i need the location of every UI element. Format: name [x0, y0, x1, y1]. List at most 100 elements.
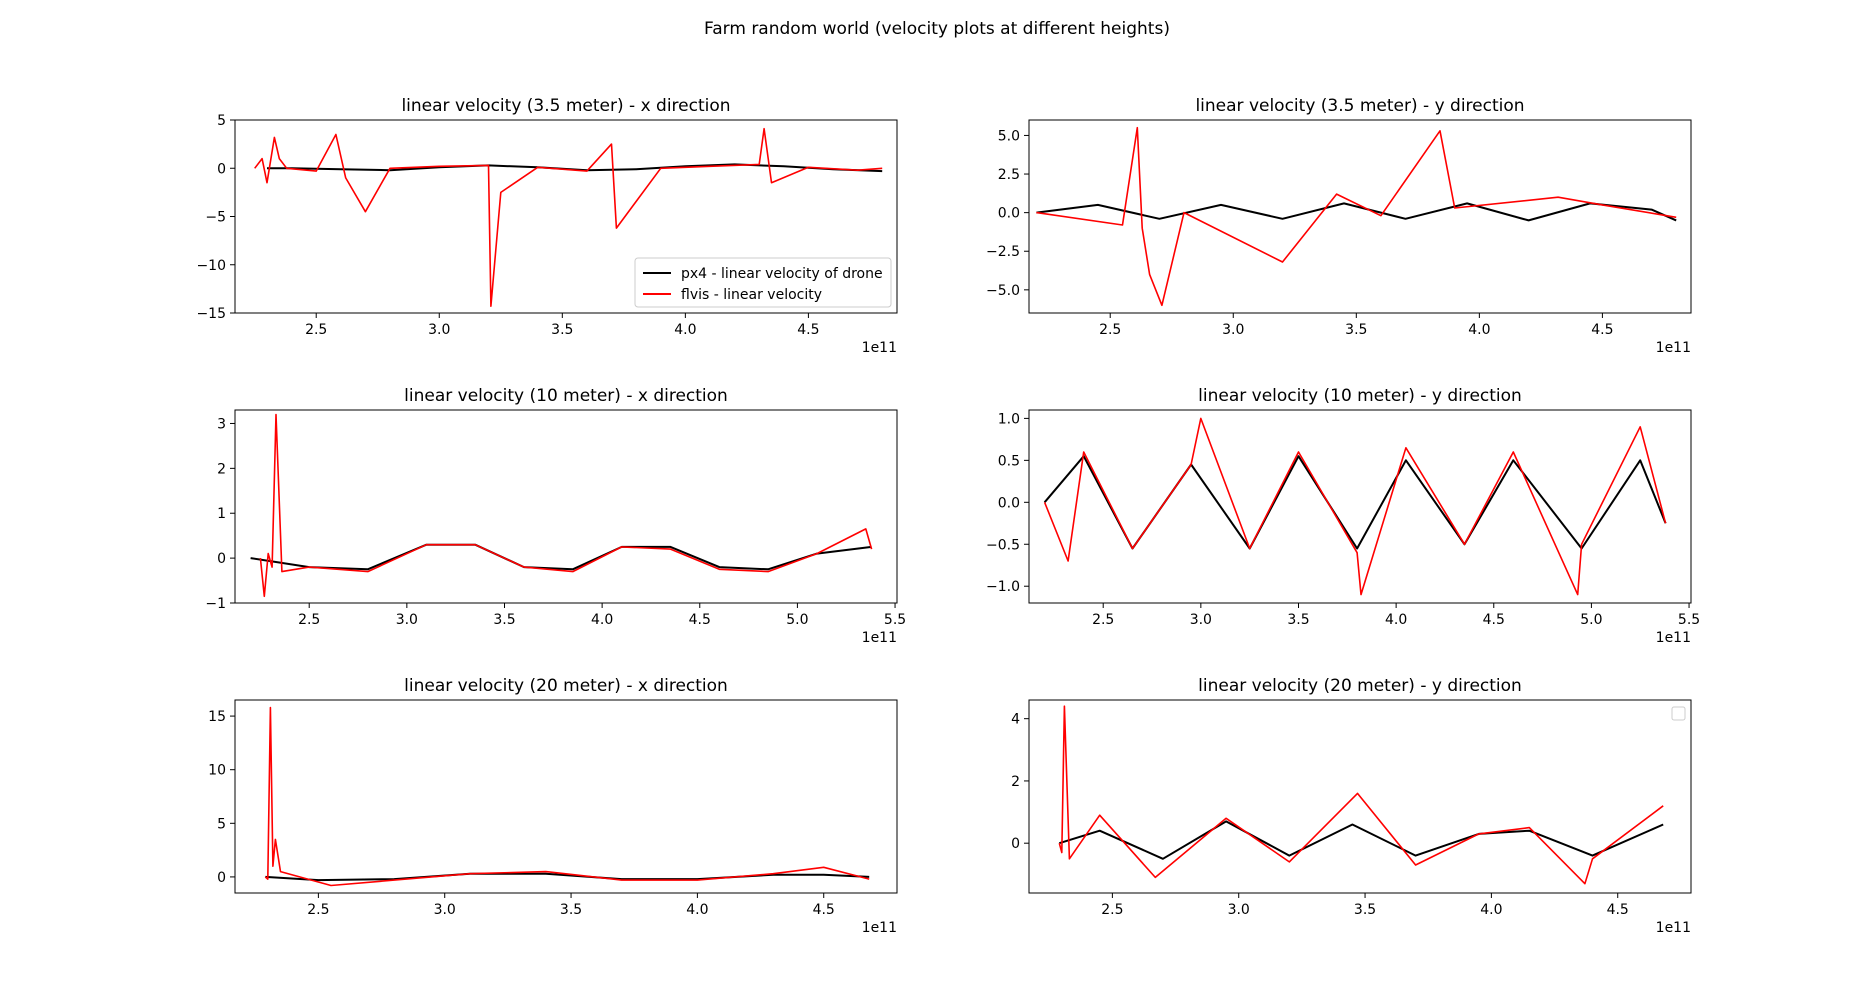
x-tick-label: 4.5: [1483, 612, 1505, 628]
plot-area: [1029, 120, 1691, 313]
series-line-flvis: [254, 127, 883, 308]
subplot-2: 2.5 3.0 3.5 4.0 4.5 −5.0 −2.5 0.0 2.5 5.0 1e11 line…: [986, 96, 1692, 356]
x-tick-label: 2.5: [307, 902, 329, 918]
axes-frame: [234, 409, 898, 604]
axes-frame: [234, 699, 898, 894]
y-tick-label: 1: [217, 506, 226, 522]
axes-frame: [1028, 119, 1692, 314]
x-tick-label: 5.5: [884, 612, 906, 628]
y-tick-label: 2.5: [998, 167, 1020, 183]
legend-label: px4 - linear velocity of drone: [681, 266, 883, 282]
series-line-flvis: [264, 706, 870, 887]
x-tick-label: 2.5: [1099, 322, 1121, 338]
series-line-px4: [250, 543, 872, 571]
y-tick-label: 0: [217, 161, 226, 177]
y-tick-label: 2: [217, 461, 226, 477]
x-tick-label: 3.0: [1228, 902, 1250, 918]
x-tick-label: 2.5: [1101, 902, 1123, 918]
x-tick-label: 3.5: [1287, 612, 1309, 628]
subplot-title: linear velocity (20 meter) - x direction: [404, 676, 728, 696]
y-tick-label: 10: [208, 763, 226, 779]
x-offset-text: 1e11: [1656, 630, 1691, 646]
y-tick-label: −10: [196, 258, 226, 274]
x-tick-label: 4.5: [813, 902, 835, 918]
x-tick-label: 3.0: [1222, 322, 1244, 338]
x-tick-label: 4.5: [1591, 322, 1613, 338]
y-tick-label: 5: [217, 816, 226, 832]
y-tick-label: −1: [205, 596, 226, 612]
y-tick-label: 1.0: [998, 411, 1020, 427]
x-tick-label: 2.5: [298, 612, 320, 628]
subplot-5: 2.5 3.0 3.5 4.0 4.5 0 5 10 15 1e11 linear velocity…: [208, 676, 898, 936]
y-tick-label: 0: [1011, 836, 1020, 852]
y-tick-label: 5: [217, 113, 226, 129]
subplot-title: linear velocity (3.5 meter) - y directio…: [1195, 96, 1524, 116]
y-tick-label: −15: [196, 306, 226, 322]
plot-area: [1029, 410, 1691, 603]
x-offset-text: 1e11: [862, 630, 897, 646]
series-line-flvis: [1036, 126, 1677, 307]
y-tick-label: 0: [217, 551, 226, 567]
x-tick-label: 5.0: [1580, 612, 1602, 628]
series-line-flvis: [1058, 705, 1664, 885]
x-tick-label: 3.5: [560, 902, 582, 918]
x-tick-label: 3.0: [1190, 612, 1212, 628]
y-tick-label: −5: [205, 210, 226, 226]
y-tick-label: 0.0: [998, 206, 1020, 222]
x-tick-label: 5.0: [786, 612, 808, 628]
x-tick-label: 3.5: [1354, 902, 1376, 918]
y-tick-label: −2.5: [986, 244, 1020, 260]
axes-frame: [1028, 699, 1692, 894]
subplot-title: linear velocity (10 meter) - y direction: [1198, 386, 1522, 406]
y-tick-label: 4: [1011, 712, 1020, 728]
legend: px4 - linear velocity of drone flvis - li…: [634, 257, 892, 308]
x-tick-label: 4.0: [1480, 902, 1502, 918]
x-offset-text: 1e11: [1656, 920, 1691, 936]
y-tick-label: 0.5: [998, 453, 1020, 469]
series-line-flvis: [1043, 417, 1667, 596]
x-tick-label: 3.5: [493, 612, 515, 628]
x-tick-label: 3.0: [428, 322, 450, 338]
x-tick-label: 4.5: [797, 322, 819, 338]
y-tick-label: −1.0: [986, 579, 1020, 595]
plot-area: [235, 410, 897, 603]
x-tick-label: 4.5: [689, 612, 711, 628]
series-line-flvis: [259, 413, 873, 598]
subplot-title: linear velocity (20 meter) - y direction: [1198, 676, 1522, 696]
x-tick-label: 4.0: [1468, 322, 1490, 338]
x-tick-label: 4.0: [591, 612, 613, 628]
figure-suptitle: Farm random world (velocity plots at dif…: [704, 19, 1170, 39]
x-tick-label: 3.5: [1345, 322, 1367, 338]
subplot-3: 2.5 3.0 3.5 4.0 4.5 5.0 5.5 −1 0 1 2 3 1e11 linear ve…: [205, 386, 906, 646]
x-offset-text: 1e11: [862, 340, 897, 356]
subplot-1: 2.5 3.0 3.5 4.0 4.5 −15 −10 −5 0 5 1e11 linear velo…: [196, 96, 898, 356]
x-tick-label: 4.5: [1607, 902, 1629, 918]
x-tick-label: 3.5: [551, 322, 573, 338]
axes-frame: [1028, 409, 1692, 604]
x-tick-label: 4.0: [1385, 612, 1407, 628]
y-tick-label: −0.5: [986, 537, 1020, 553]
x-tick-label: 4.0: [674, 322, 696, 338]
y-tick-label: 2: [1011, 774, 1020, 790]
legend-box: [634, 257, 892, 308]
x-tick-label: 2.5: [305, 322, 327, 338]
x-tick-label: 3.0: [434, 902, 456, 918]
subplot-title: linear velocity (3.5 meter) - x directio…: [401, 96, 730, 116]
x-tick-label: 3.0: [396, 612, 418, 628]
y-tick-label: 5.0: [998, 128, 1020, 144]
y-tick-label: 0: [217, 870, 226, 886]
x-tick-label: 5.5: [1678, 612, 1700, 628]
x-offset-text: 1e11: [1656, 340, 1691, 356]
x-tick-label: 2.5: [1092, 612, 1114, 628]
subplot-6: 2.5 3.0 3.5 4.0 4.5 0 2 4 1e11 linear velocity (2…: [1011, 676, 1692, 936]
y-tick-label: 15: [208, 709, 226, 725]
empty-legend-box: [1671, 706, 1686, 721]
subplot-4: 2.5 3.0 3.5 4.0 4.5 5.0 5.5 −1.0 −0.5 0.0 0.5 1.0 1e…: [986, 386, 1700, 646]
x-tick-label: 4.0: [686, 902, 708, 918]
y-tick-label: 0.0: [998, 495, 1020, 511]
y-tick-label: −5.0: [986, 283, 1020, 299]
y-tick-label: 3: [217, 416, 226, 432]
x-offset-text: 1e11: [862, 920, 897, 936]
